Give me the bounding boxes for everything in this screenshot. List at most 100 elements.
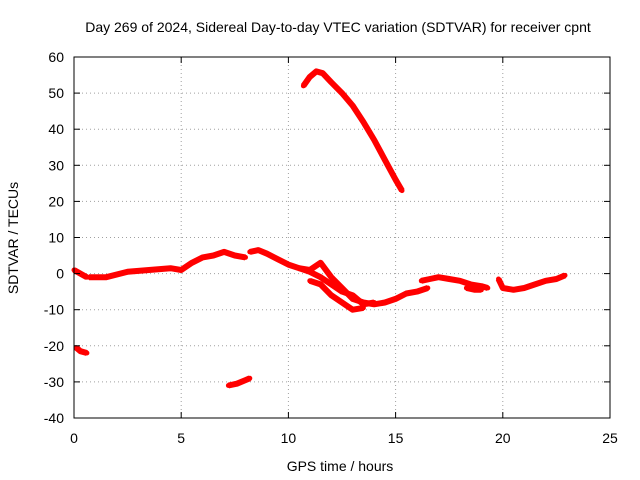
data-point [318, 274, 324, 280]
data-point [339, 300, 345, 305]
data-point [371, 301, 377, 307]
y-tick-label: -10 [44, 302, 64, 318]
data-point [414, 289, 420, 295]
data-point [77, 348, 83, 354]
data-point [425, 285, 431, 291]
data-point [360, 305, 366, 311]
y-tick-label: 20 [48, 193, 64, 209]
x-tick-label: 0 [70, 430, 78, 446]
data-point [189, 260, 195, 266]
data-point [178, 267, 184, 273]
data-point [553, 276, 559, 282]
data-point [146, 267, 152, 273]
axis-ticks: 0 5 10 15 20 25 -40 -30 -20 -10 0 10 20 30 40 50 60 [44, 49, 618, 446]
data-point [73, 345, 79, 351]
y-tick-label: -30 [44, 374, 64, 390]
y-tick-label: 30 [48, 157, 64, 173]
data-point [350, 103, 356, 109]
data-point [350, 296, 356, 302]
y-tick-label: 0 [56, 266, 64, 282]
data-point [472, 287, 478, 293]
data-point [86, 274, 92, 280]
data-point [418, 278, 424, 284]
data-point [318, 281, 324, 287]
data-point [296, 265, 302, 271]
y-tick-label: 60 [48, 49, 64, 65]
data-point [360, 300, 366, 305]
data-point [436, 274, 441, 280]
data-point [318, 260, 324, 266]
data-point [500, 285, 506, 291]
data-point [255, 247, 261, 253]
data-point [328, 274, 334, 280]
data-point [328, 281, 334, 287]
data-point [382, 157, 388, 163]
series-line-arc-5 [249, 247, 375, 308]
data-point [247, 249, 253, 255]
data-point [427, 276, 433, 282]
data-point [225, 383, 231, 388]
x-tick-label: 15 [388, 430, 404, 446]
series-line-arc-6 [300, 68, 405, 193]
x-tick-label: 5 [177, 430, 185, 446]
data-point [543, 278, 549, 284]
data-point [103, 274, 109, 280]
y-tick-label: -40 [44, 410, 64, 426]
data-point [328, 79, 334, 85]
data-point [393, 177, 399, 183]
data-point [275, 256, 281, 262]
data-point [307, 74, 313, 80]
data-point [350, 307, 356, 313]
data-point [234, 381, 240, 387]
chart-title: Day 269 of 2024, Sidereal Day-to-day VTE… [85, 19, 591, 35]
grid [74, 57, 610, 418]
data-point [84, 350, 90, 356]
y-tick-label: -20 [44, 338, 64, 354]
data-point [382, 300, 388, 305]
x-axis-label: GPS time / hours [287, 458, 394, 474]
data-point [307, 267, 313, 273]
data-point [200, 254, 206, 260]
data-point [562, 272, 568, 278]
data-point [210, 253, 216, 258]
data-point [446, 276, 452, 282]
data-point [511, 287, 516, 293]
y-tick-label: 10 [48, 230, 64, 246]
data-point [125, 269, 131, 275]
data-point [285, 262, 291, 268]
data-point [168, 265, 173, 271]
data-point [532, 281, 538, 287]
data-point [478, 287, 484, 293]
data-point [264, 251, 270, 257]
y-axis-label: SDTVAR / TECUs [5, 182, 21, 294]
y-tick-label: 40 [48, 121, 64, 137]
data-point [232, 253, 238, 258]
x-tick-label: 10 [281, 430, 297, 446]
data-point [313, 68, 319, 74]
data-point [339, 285, 345, 291]
data-point [328, 292, 334, 298]
data-point [463, 285, 469, 291]
data-point [403, 291, 409, 296]
data-point [320, 70, 326, 76]
x-tick-label: 20 [495, 430, 511, 446]
data-point [371, 137, 377, 143]
data-point [339, 90, 345, 96]
x-tick-label: 25 [602, 430, 618, 446]
data-point [393, 296, 399, 302]
data-point [77, 271, 83, 277]
data-series [71, 68, 568, 389]
data-point [485, 285, 491, 291]
data-point [496, 276, 501, 282]
data-point [307, 278, 313, 284]
data-point [243, 377, 248, 383]
data-point [243, 254, 248, 260]
data-point [300, 83, 306, 89]
data-point [360, 119, 366, 125]
data-point [221, 249, 227, 255]
data-point [247, 375, 253, 381]
data-point [521, 285, 527, 291]
data-point [457, 278, 463, 284]
data-point [399, 188, 405, 194]
